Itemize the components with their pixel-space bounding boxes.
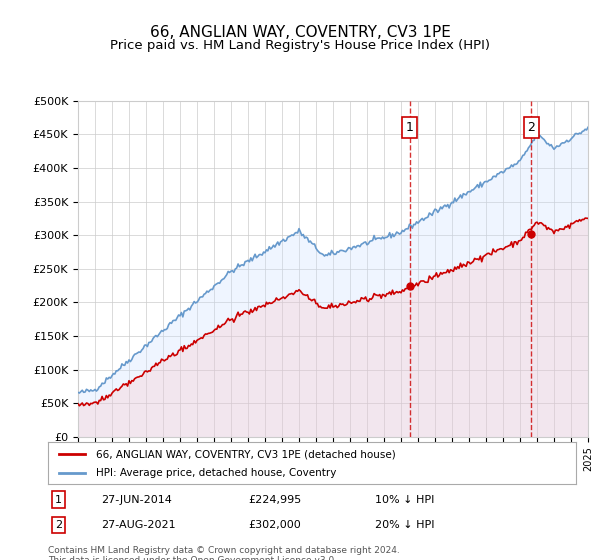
Text: 20% ↓ HPI: 20% ↓ HPI: [376, 520, 435, 530]
Text: Contains HM Land Registry data © Crown copyright and database right 2024.
This d: Contains HM Land Registry data © Crown c…: [48, 546, 400, 560]
Text: HPI: Average price, detached house, Coventry: HPI: Average price, detached house, Cove…: [95, 468, 336, 478]
Text: 10% ↓ HPI: 10% ↓ HPI: [376, 495, 435, 505]
Text: 1: 1: [55, 495, 62, 505]
Text: £302,000: £302,000: [248, 520, 301, 530]
Text: 2: 2: [55, 520, 62, 530]
Text: 66, ANGLIAN WAY, COVENTRY, CV3 1PE: 66, ANGLIAN WAY, COVENTRY, CV3 1PE: [149, 25, 451, 40]
Text: 27-AUG-2021: 27-AUG-2021: [101, 520, 175, 530]
Text: 2: 2: [527, 121, 535, 134]
Text: £224,995: £224,995: [248, 495, 302, 505]
Text: 27-JUN-2014: 27-JUN-2014: [101, 495, 172, 505]
Text: Price paid vs. HM Land Registry's House Price Index (HPI): Price paid vs. HM Land Registry's House …: [110, 39, 490, 52]
Text: 1: 1: [406, 121, 413, 134]
Text: 66, ANGLIAN WAY, COVENTRY, CV3 1PE (detached house): 66, ANGLIAN WAY, COVENTRY, CV3 1PE (deta…: [95, 449, 395, 459]
